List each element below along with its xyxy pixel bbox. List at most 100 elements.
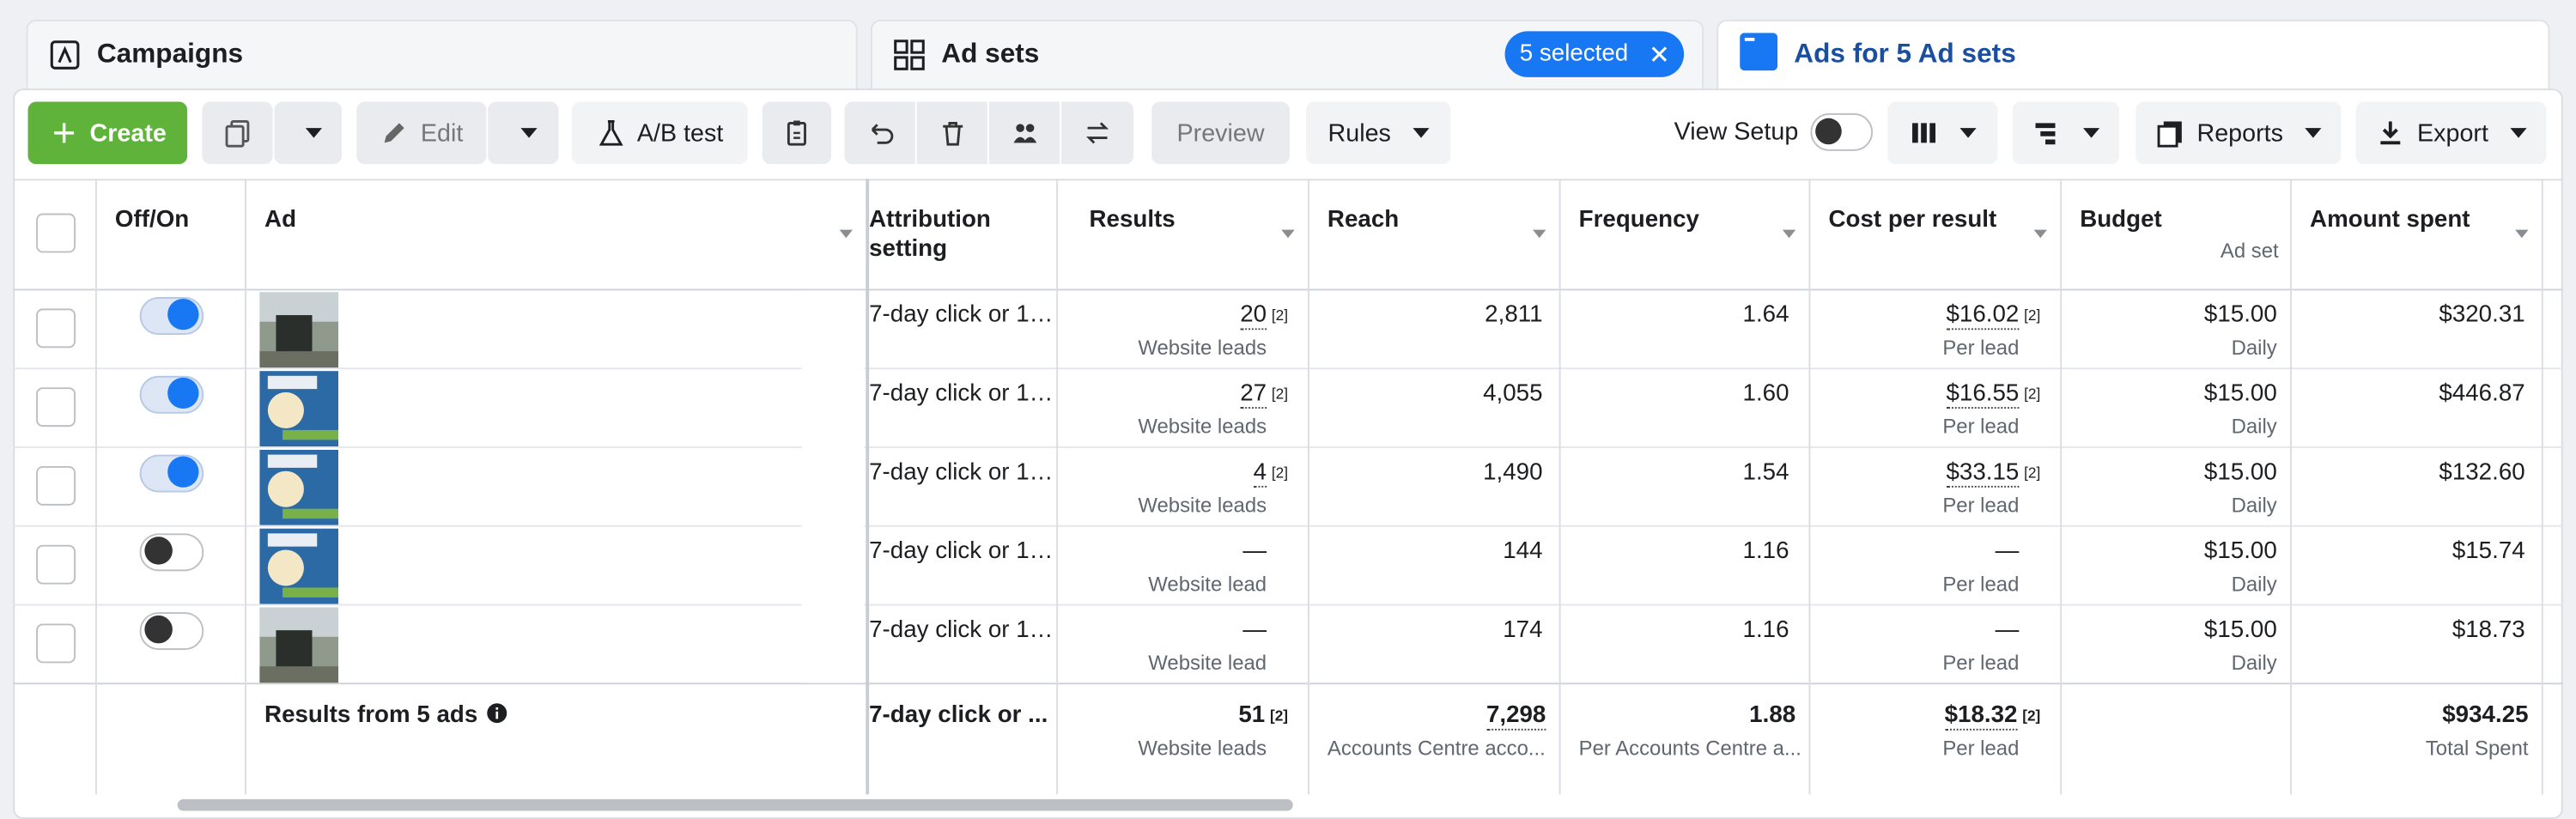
column-header[interactable]: Results xyxy=(1089,206,1176,234)
export-button[interactable]: Export xyxy=(2355,101,2547,165)
frequency-value: 1.16 xyxy=(1579,616,1789,645)
ab-test-button-icon xyxy=(596,118,625,148)
edit-button-icon-svg xyxy=(384,123,404,143)
frequency-cell: 1.16 xyxy=(1559,537,1809,566)
cost-sub: Per lead xyxy=(1942,494,2020,518)
status-toggle[interactable] xyxy=(139,454,204,493)
edit-button[interactable]: Edit xyxy=(356,101,487,165)
ad-thumbnail xyxy=(259,607,339,683)
edit-menu[interactable] xyxy=(488,101,559,165)
tab-icon-svg xyxy=(50,40,80,70)
column-header[interactable]: Cost per result xyxy=(1828,206,1997,234)
row-divider xyxy=(13,525,2563,527)
audience-button[interactable] xyxy=(988,101,1060,165)
duplicate-button[interactable] xyxy=(202,101,273,165)
cost-text: — xyxy=(1995,538,2020,565)
columns-button[interactable] xyxy=(1887,101,1998,165)
create-button-label: Create xyxy=(89,118,167,148)
reports-button[interactable]: Reports xyxy=(2136,101,2342,165)
tab[interactable]: Campaigns xyxy=(26,19,858,102)
duplicate-button-icon xyxy=(222,118,252,148)
column-divider xyxy=(2541,179,2543,795)
delete-button[interactable] xyxy=(916,101,987,165)
sort-caret xyxy=(1782,229,1796,239)
column-divider xyxy=(1808,179,1811,795)
status-toggle[interactable] xyxy=(139,297,204,336)
results-cell: 27 [2] Website leads xyxy=(1056,379,1308,440)
column-header[interactable]: Frequency xyxy=(1578,206,1699,234)
column-header[interactable]: Reach xyxy=(1327,206,1400,234)
spent-cell: $15.74 xyxy=(2290,537,2542,566)
header-checkbox[interactable] xyxy=(36,213,76,253)
row-checkbox[interactable] xyxy=(36,544,76,585)
tab-label: Ads for 5 Ad sets xyxy=(1794,39,2016,70)
attribution-cell: 7-day click or 1… xyxy=(866,458,1056,487)
results-value: — xyxy=(1076,616,1288,645)
cost-cell: — Per lead xyxy=(1809,616,2061,676)
column-header[interactable]: Amount spent xyxy=(2310,206,2470,234)
sort-caret xyxy=(2515,229,2529,239)
budget-text: $15.00 xyxy=(2203,301,2277,329)
reach-value: 7,298 xyxy=(1327,701,1546,731)
status-toggle[interactable] xyxy=(139,533,204,572)
rules-button[interactable]: Rules xyxy=(1306,101,1451,165)
frequency-cell: 1.60 xyxy=(1559,379,1809,409)
budget-value: $15.00 xyxy=(2080,616,2277,645)
spent-cell: $320.31 xyxy=(2290,300,2542,330)
breakdown-button[interactable] xyxy=(2012,101,2120,165)
duplicate-menu[interactable] xyxy=(274,101,342,165)
ad-thumbnail xyxy=(259,292,339,368)
results-value: 51 [2] xyxy=(1076,701,1288,730)
column-header[interactable]: Ad xyxy=(264,206,297,234)
frequency-value: 1.60 xyxy=(1579,379,1789,409)
clipboard-button[interactable] xyxy=(762,101,832,165)
horizontal-scrollbar[interactable] xyxy=(177,799,1293,811)
column-divider xyxy=(1307,179,1309,795)
tab[interactable]: Ads for 5 Ad sets xyxy=(1716,19,2550,102)
results-sub: Website lead xyxy=(1148,651,1267,675)
ab-test-button[interactable]: A/B test xyxy=(571,101,748,165)
spent-value: $132.60 xyxy=(2310,458,2524,487)
cost-text: $16.55 xyxy=(1946,380,2020,410)
reach-cell: 174 xyxy=(1308,616,1559,645)
undo-button[interactable] xyxy=(844,101,915,165)
ad-thumbnail-svg xyxy=(259,371,339,447)
row-checkbox[interactable] xyxy=(36,623,76,664)
row-divider xyxy=(13,604,2563,606)
reach-value: 4,055 xyxy=(1327,379,1542,409)
status-toggle[interactable] xyxy=(139,375,204,414)
row-checkbox[interactable] xyxy=(36,308,76,349)
column-header[interactable]: Budget xyxy=(2080,206,2162,234)
cost-text: — xyxy=(1995,616,2020,644)
breakdown-button-icon-svg xyxy=(2035,123,2056,145)
status-toggle[interactable] xyxy=(139,612,204,651)
swap-button[interactable] xyxy=(1060,101,1134,165)
attribution-text: 7-day click or 1… xyxy=(869,616,1054,644)
cost-value: $16.02 [2] xyxy=(1828,300,2040,331)
create-button[interactable]: Create xyxy=(27,101,188,165)
frequency-text: 1.16 xyxy=(1742,538,1789,565)
reach-cell: 7,298 Accounts Centre acco... xyxy=(1308,701,1559,761)
preview-button[interactable]: Preview xyxy=(1151,101,1290,165)
row-checkbox[interactable] xyxy=(36,465,76,506)
view-setup-toggle[interactable] xyxy=(1810,112,1874,151)
caret xyxy=(519,128,537,138)
footer-divider xyxy=(13,682,2563,685)
results-sub: Website leads xyxy=(1138,415,1267,439)
selected-badge[interactable]: 5 selected xyxy=(1504,31,1685,77)
frequency-text: 1.64 xyxy=(1742,301,1789,329)
budget-value: $15.00 xyxy=(2080,300,2277,330)
columns-button-icon xyxy=(1909,118,1938,148)
budget-cell: $15.00 Daily xyxy=(2060,537,2290,598)
ad-thumbnail xyxy=(259,371,339,447)
results-sub: Website lead xyxy=(1148,573,1267,596)
tab-icon xyxy=(49,39,80,70)
tab-icon-svg xyxy=(894,39,925,70)
toggle-knob xyxy=(1815,118,1842,145)
cost-value: $16.55 [2] xyxy=(1828,379,2040,410)
row-checkbox[interactable] xyxy=(36,387,76,428)
spent-value: $18.73 xyxy=(2310,616,2525,645)
column-header[interactable]: Off/On xyxy=(114,206,190,234)
column-header[interactable]: Attribution setting xyxy=(869,206,991,263)
tab-icon xyxy=(894,39,925,70)
